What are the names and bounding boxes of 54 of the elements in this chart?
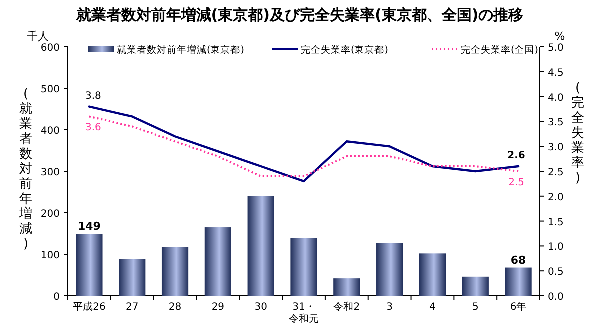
- x-tick-label: 6年: [510, 301, 527, 313]
- bar: [162, 247, 189, 296]
- bar: [419, 254, 446, 296]
- data-label: 2.6: [508, 150, 526, 162]
- y2-tick-label: 0.0: [548, 292, 564, 303]
- text: (就業者数対前年増減): [20, 87, 32, 252]
- x-tick-label: 31・令和元: [289, 302, 319, 325]
- bar: [119, 259, 146, 296]
- y2-tick-label: 2.5: [548, 168, 564, 178]
- x-tick-label: 30: [254, 302, 268, 313]
- bar: [76, 234, 103, 296]
- y-tick-label: 0: [54, 292, 60, 303]
- x-tick-label: 令和2: [334, 301, 360, 313]
- y2-tick-label: 3.0: [548, 142, 564, 154]
- bar: [248, 196, 274, 296]
- legend-label: 完全失業率(東京都): [301, 44, 388, 56]
- y-tick-label: 300: [40, 168, 60, 178]
- x-tick-label: 5: [472, 302, 479, 313]
- text: %: [554, 30, 566, 43]
- data-label: 149: [78, 220, 101, 234]
- chart-title: 就業者数対前年増減(東京都)及び完全失業率(東京都、全国)の推移: [75, 6, 524, 24]
- bar: [204, 228, 232, 296]
- y-tick-label: 500: [40, 84, 60, 96]
- y-tick-label: 600: [40, 43, 60, 54]
- y2-tick-label: 2.0: [548, 192, 564, 204]
- data-label: 3.8: [86, 90, 102, 102]
- legend-label: 完全失業率(全国): [461, 44, 538, 56]
- bar: [376, 243, 404, 296]
- y2-tick-label: 0.5: [548, 267, 564, 278]
- x-tick-label: 3: [386, 302, 394, 313]
- data-label: 68: [510, 254, 526, 267]
- x-tick-label: 平成26: [73, 301, 106, 313]
- y2-tick-label: 3.5: [548, 118, 564, 129]
- x-tick-label: 4: [430, 302, 436, 313]
- y-tick-label: 400: [40, 126, 60, 137]
- x-tick-label: 28: [168, 302, 182, 313]
- data-label: 2.5: [508, 178, 524, 188]
- y2-axis-title: (完全失業率): [572, 81, 584, 186]
- legend-label: 就業者数対前年増減(東京都): [117, 44, 244, 56]
- bar: [334, 278, 360, 296]
- data-label: 3.6: [86, 122, 102, 134]
- y-tick-label: 100: [40, 250, 60, 262]
- bar: [462, 276, 489, 296]
- y2-tick-label: 1.0: [548, 242, 564, 254]
- y-tick-label: 200: [40, 209, 60, 220]
- y2-tick-label: 4.0: [548, 92, 564, 104]
- bar: [505, 268, 532, 296]
- x-tick-label: 27: [126, 302, 139, 313]
- y2-tick-label: 1.5: [548, 217, 564, 228]
- y2-tick-label: 5.0: [548, 43, 564, 54]
- text: 千人: [27, 30, 49, 43]
- bar: [290, 238, 318, 296]
- x-tick-label: 29: [212, 302, 225, 313]
- y2-tick-label: 4.5: [548, 68, 564, 79]
